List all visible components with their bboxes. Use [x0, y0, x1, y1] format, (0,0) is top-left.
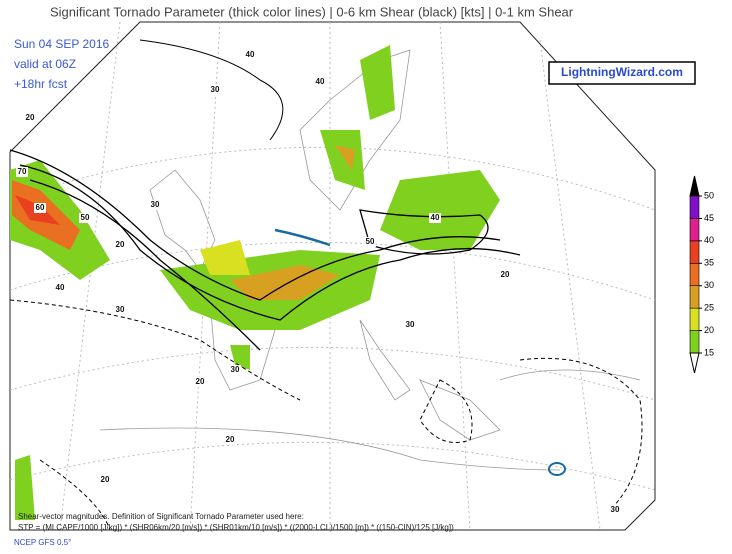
contour-label-bg — [404, 320, 416, 330]
colorbar-tick-label: 25 — [704, 303, 714, 313]
valid-time: valid at 06Z — [14, 57, 76, 71]
graticule — [9, 21, 656, 531]
map-title: Significant Tornado Parameter (thick col… — [50, 4, 574, 19]
colorbar-tick-label: 50 — [704, 190, 714, 200]
colorbar-tick-label: 45 — [704, 213, 714, 223]
contour-label-bg — [24, 113, 36, 123]
contour-label-bg — [314, 77, 326, 87]
contour-label: 30 — [151, 200, 160, 209]
contour-label: 20 — [26, 113, 35, 122]
contour-label: 20 — [101, 475, 110, 484]
footer-note: Shear-vector magnitudes. Definition of S… — [18, 512, 304, 521]
contour-label-bg — [244, 50, 256, 60]
footer-source: NCEP GFS 0.5° — [14, 538, 71, 547]
colorbar-segment — [689, 262, 700, 287]
colorbar-tick-label: 40 — [704, 235, 714, 245]
contour-label: 50 — [366, 237, 375, 246]
contour-label-bg — [54, 283, 66, 293]
colorbar-segment — [689, 307, 700, 331]
contour-label-bg — [99, 475, 111, 485]
colorbar: 15 20 25 30 35 40 45 50 — [689, 175, 714, 374]
colorbar-tick-label: 35 — [704, 258, 714, 268]
colorbar-tick-label: 20 — [704, 325, 714, 335]
contour-label: 20 — [116, 240, 125, 249]
contour-label: 40 — [431, 213, 440, 222]
contour-label-bg — [34, 203, 46, 213]
brand-box — [548, 61, 696, 85]
contour-label-bg — [224, 435, 236, 445]
contour-label-bg — [229, 365, 241, 375]
colorbar-tick-label: 15 — [704, 347, 714, 357]
colorbar-segment — [689, 218, 700, 242]
contour-label: 30 — [406, 320, 415, 329]
contour-label: 30 — [211, 85, 220, 94]
contour-label-bg — [429, 213, 441, 223]
contour-label: 50 — [81, 213, 90, 222]
contour-label-bg — [16, 167, 28, 177]
run-date: Sun 04 SEP 2016 — [14, 37, 110, 51]
contour-label: 20 — [501, 270, 510, 279]
colorbar-segment — [689, 330, 700, 354]
brand: LightningWizard.com — [561, 65, 683, 79]
contour-label-bg — [149, 200, 161, 210]
contour-label: 30 — [231, 365, 240, 374]
colorbar-segment — [689, 195, 700, 219]
contour-label: 20 — [196, 377, 205, 386]
contour-label: 40 — [316, 77, 325, 86]
colorbar-bottom-arrow — [689, 352, 700, 374]
footer-formula: STP = (MLCAPE/1000 [J/kg]) * (SHR06km/20… — [18, 523, 454, 532]
contour-label: 30 — [116, 305, 125, 314]
contour-label: 70 — [18, 167, 27, 176]
colorbar-segment — [689, 240, 700, 264]
contour-label: 20 — [226, 435, 235, 444]
contour-label-bg — [609, 505, 621, 515]
stp-contour — [548, 462, 566, 476]
contour-label-bg — [364, 237, 376, 247]
contour-label-bg — [114, 240, 126, 250]
contour-label: 40 — [56, 283, 65, 292]
contour-label-bg — [194, 377, 206, 387]
contour-label: 30 — [611, 505, 620, 514]
shear-contours — [9, 39, 643, 531]
contour-label-bg — [79, 213, 91, 223]
contour-label: 60 — [36, 203, 45, 212]
stp-contour — [274, 228, 331, 247]
contour-label-bg — [114, 305, 126, 315]
forecast-hour: +18hr fcst — [14, 77, 68, 91]
contour-label-bg — [499, 270, 511, 280]
coastlines — [99, 49, 641, 471]
contour-label: 40 — [246, 50, 255, 59]
contour-label-bg — [209, 85, 221, 95]
colorbar-segment — [689, 285, 700, 309]
colorbar-tick-label: 30 — [704, 280, 714, 290]
